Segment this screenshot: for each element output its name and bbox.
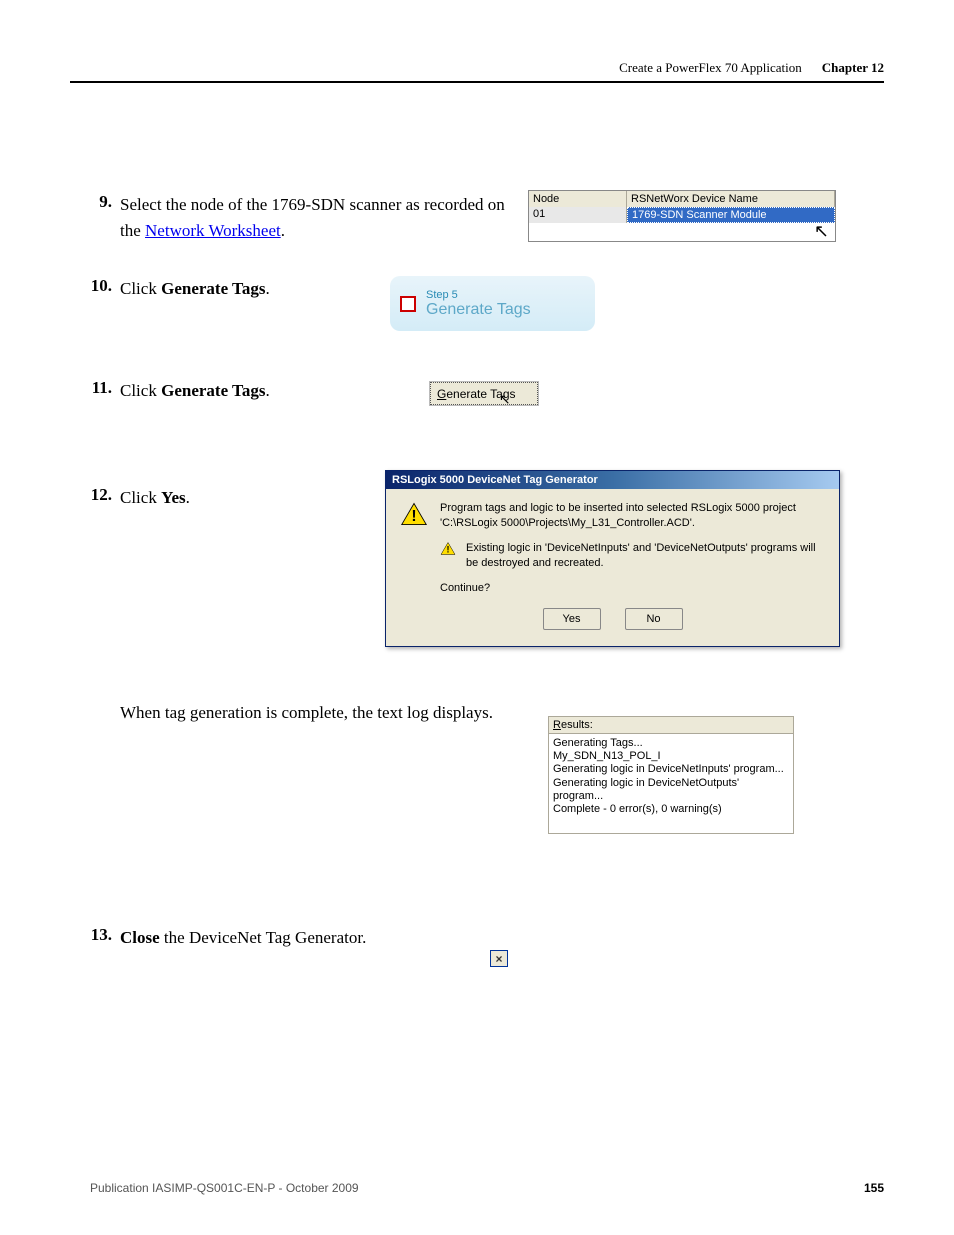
panel-step-label: Step 5	[426, 289, 531, 301]
step-text: Click Generate Tags.	[120, 378, 380, 404]
step-number: 10.	[80, 276, 120, 296]
no-button[interactable]: No	[625, 608, 683, 630]
step-text: Select the node of the 1769-SDN scanner …	[120, 192, 520, 243]
results-log: Generating Tags... My_SDN_N13_POL_I Gene…	[548, 734, 794, 834]
node-header: Node	[529, 191, 627, 207]
step-number: 13.	[80, 925, 120, 945]
close-icon[interactable]: ×	[490, 950, 508, 967]
step-12-pre: Click	[120, 488, 161, 507]
header-title: Create a PowerFlex 70 Application	[619, 60, 802, 76]
page-header: Create a PowerFlex 70 Application Chapte…	[70, 60, 884, 83]
svg-text:!: !	[411, 508, 416, 525]
step-10-bold: Generate Tags	[161, 279, 265, 298]
dialog-message-2: Existing logic in 'DeviceNetInputs' and …	[466, 541, 825, 571]
step-text: Click Generate Tags.	[120, 276, 380, 302]
step-text: Close the DeviceNet Tag Generator.	[120, 925, 520, 951]
step-10-post: .	[265, 279, 269, 298]
publication-info: Publication IASIMP-QS001C-EN-P - October…	[90, 1181, 359, 1195]
node-selection-table: Node RSNetWorx Device Name 01 1769-SDN S…	[528, 190, 836, 242]
header-chapter: Chapter 12	[822, 60, 884, 76]
step-13-bold: Close	[120, 928, 160, 947]
step-9-post: .	[281, 221, 285, 240]
node-row-selected[interactable]: 01 1769-SDN Scanner Module	[529, 207, 835, 223]
generate-tags-button-label: enerate Tags	[446, 387, 515, 401]
step-11-pre: Click	[120, 381, 161, 400]
panel-generate-label: Generate Tags	[426, 301, 531, 319]
completion-note: When tag generation is complete, the tex…	[120, 700, 520, 726]
results-header: Results:	[548, 716, 794, 734]
confirmation-dialog: RSLogix 5000 DeviceNet Tag Generator ! P…	[385, 470, 840, 647]
step-11-post: .	[265, 381, 269, 400]
step-13: 13. Close the DeviceNet Tag Generator.	[80, 925, 520, 951]
step-9: 9. Select the node of the 1769-SDN scann…	[80, 192, 520, 243]
step-number: 9.	[80, 192, 120, 212]
step-text: Click Yes.	[120, 485, 380, 511]
node-table-blank: ↖	[529, 223, 835, 241]
step-12-bold: Yes	[161, 488, 186, 507]
step-10-pre: Click	[120, 279, 161, 298]
yes-button[interactable]: Yes	[543, 608, 601, 630]
dialog-continue: Continue?	[440, 582, 825, 594]
warning-icon: !	[440, 541, 456, 556]
step-12-post: .	[186, 488, 190, 507]
close-x: ×	[495, 952, 502, 966]
svg-text:!: !	[447, 544, 450, 554]
step-10: 10. Click Generate Tags.	[80, 276, 380, 302]
network-worksheet-link[interactable]: Network Worksheet	[145, 221, 281, 240]
results-panel: Results: Generating Tags... My_SDN_N13_P…	[548, 716, 794, 834]
checkbox-icon	[400, 296, 416, 312]
step-number: 11.	[80, 378, 120, 398]
device-name-cell: 1769-SDN Scanner Module	[627, 207, 835, 223]
generate-tags-panel[interactable]: Step 5 Generate Tags	[390, 276, 595, 331]
node-cell: 01	[529, 207, 627, 223]
cursor-icon: ↖	[814, 221, 829, 242]
step-12: 12. Click Yes.	[80, 485, 380, 511]
page-number: 155	[864, 1181, 884, 1195]
step-11: 11. Click Generate Tags.	[80, 378, 380, 404]
warning-icon: !	[400, 501, 428, 527]
generate-tags-button[interactable]: Generate Tags ↖	[430, 382, 538, 405]
page-footer: Publication IASIMP-QS001C-EN-P - October…	[90, 1181, 884, 1195]
step-13-post: the DeviceNet Tag Generator.	[160, 928, 367, 947]
device-name-header: RSNetWorx Device Name	[627, 191, 835, 207]
step-number: 12.	[80, 485, 120, 505]
dialog-message-1: Program tags and logic to be inserted in…	[440, 501, 825, 531]
step-11-bold: Generate Tags	[161, 381, 265, 400]
dialog-titlebar: RSLogix 5000 DeviceNet Tag Generator	[386, 471, 839, 489]
